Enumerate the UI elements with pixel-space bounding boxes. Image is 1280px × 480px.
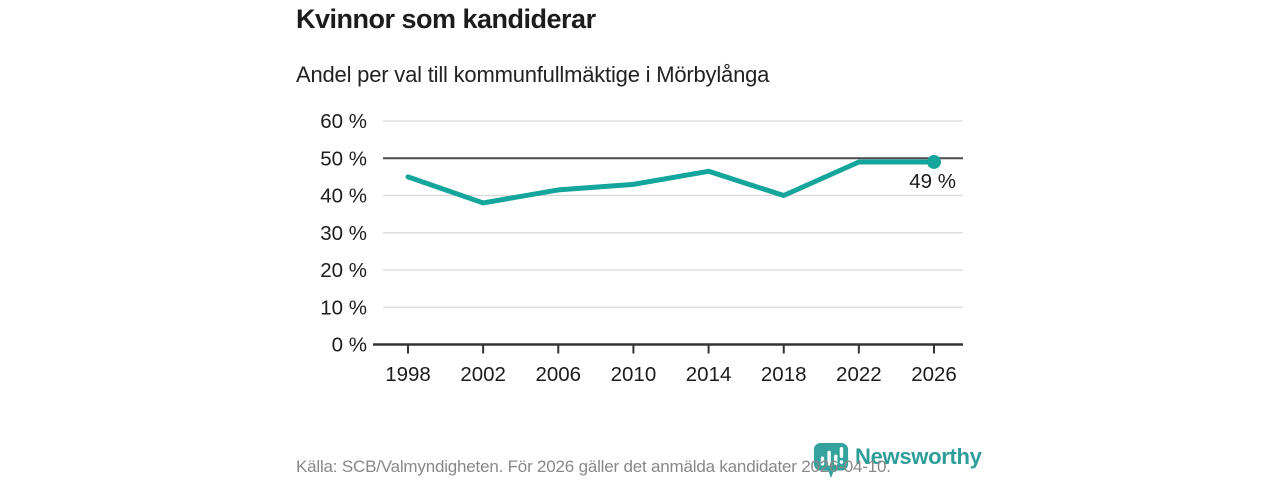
newsworthy-pin-icon	[813, 442, 849, 479]
x-axis-tick-label: 2022	[836, 363, 882, 386]
y-axis-tick-label: 50 %	[320, 147, 367, 170]
source-note: Källa: SCB/Valmyndigheten. För 2026 gäll…	[296, 457, 891, 476]
x-axis-tick-label: 2014	[686, 363, 732, 386]
end-point-label: 49 %	[909, 170, 956, 193]
x-axis-tick-label: 2010	[611, 363, 657, 386]
newsworthy-wordmark: Newsworthy	[855, 444, 982, 469]
y-axis-tick-label: 40 %	[320, 185, 367, 208]
chart-title: Kvinnor som kandiderar	[296, 4, 596, 34]
bar-chart-glyph	[820, 446, 844, 466]
data-line	[405, 159, 937, 206]
y-axis-tick-label: 0 %	[332, 334, 367, 357]
y-axis-tick-label: 60 %	[320, 110, 367, 133]
x-axis-tick-label: 2006	[535, 363, 581, 386]
x-axis-tick-label: 2002	[460, 363, 506, 386]
chart-subtitle: Andel per val till kommunfullmäktige i M…	[296, 62, 770, 87]
x-axis-tick-label: 1998	[385, 363, 431, 386]
y-axis-tick-label: 30 %	[320, 222, 367, 245]
y-axis-tick-label: 20 %	[320, 259, 367, 282]
end-point-marker	[927, 154, 941, 169]
x-axis-tick-label: 2026	[911, 363, 957, 386]
x-axis-tick-label: 2018	[761, 363, 807, 386]
y-axis-tick-label: 10 %	[320, 296, 367, 319]
